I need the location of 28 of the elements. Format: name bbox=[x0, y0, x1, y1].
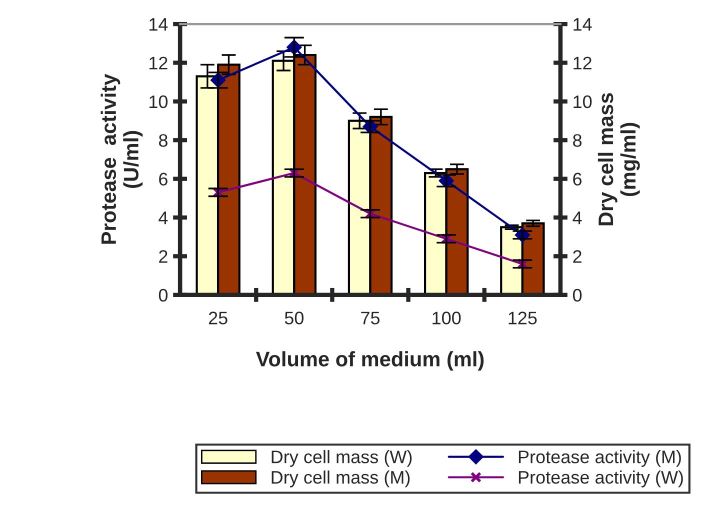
legend-label: Protease activity (W) bbox=[518, 470, 683, 488]
y2-tick-label: 2 bbox=[573, 250, 582, 263]
y-tick-label: 0 bbox=[158, 288, 168, 302]
legend-label: Protease activity (M) bbox=[518, 450, 681, 467]
y-tick-label: 6 bbox=[159, 172, 168, 186]
x-tick-label: 50 bbox=[284, 312, 304, 324]
x-tick-label: 25 bbox=[208, 312, 228, 324]
x-tick-label: 125 bbox=[508, 312, 537, 324]
x-tick-label: 100 bbox=[432, 312, 461, 324]
y2-tick-label: 6 bbox=[573, 172, 582, 186]
y2-tick-label: 14 bbox=[574, 18, 592, 31]
y-tick-label: 4 bbox=[158, 212, 168, 224]
y-tick-label: 10 bbox=[150, 95, 168, 108]
y-tick-label: 2 bbox=[159, 250, 168, 263]
y-tick-label: 12 bbox=[150, 56, 168, 70]
y2-tick-label: 0 bbox=[572, 288, 582, 302]
legend-label: Dry cell mass (W) bbox=[272, 450, 412, 467]
y-axis-title: Protease activity (U/ml) bbox=[100, 74, 143, 244]
y-tick-label: 8 bbox=[158, 134, 168, 147]
y2-tick-label: 4 bbox=[572, 212, 582, 224]
x-tick-label: 75 bbox=[361, 312, 380, 324]
y2-tick-label: 12 bbox=[574, 56, 592, 70]
y2-axis-title: Dry cell mass (mg/ml) bbox=[598, 93, 640, 226]
y-tick-label: 14 bbox=[150, 18, 168, 31]
x-axis-title: Volume of medium (ml) bbox=[256, 351, 484, 371]
legend-label: Dry cell mass (M) bbox=[272, 470, 410, 488]
y2-tick-label: 8 bbox=[573, 134, 582, 147]
y2-tick-label: 10 bbox=[574, 95, 592, 108]
